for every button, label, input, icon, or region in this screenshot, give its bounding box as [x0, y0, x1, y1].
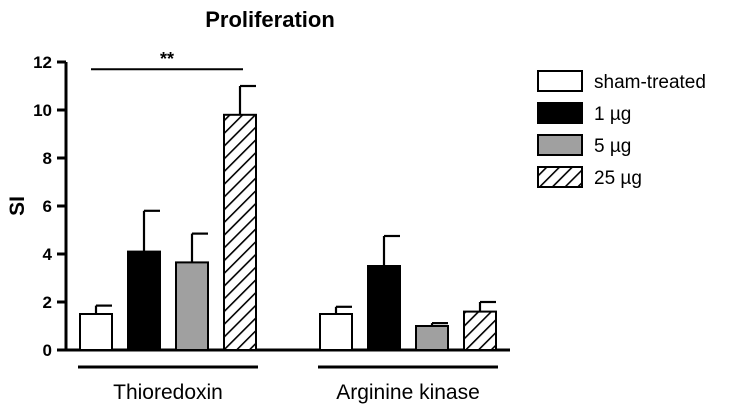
chart-title: Proliferation	[205, 7, 335, 32]
y-tick-label: 8	[43, 149, 52, 168]
legend-swatch	[537, 70, 583, 92]
y-tick-label: 6	[43, 197, 52, 216]
y-axis-label: SI	[6, 196, 29, 216]
significance-label: **	[160, 49, 174, 69]
legend-label: 1 µg	[594, 104, 631, 125]
bar	[223, 113, 257, 351]
category-label: Thioredoxin	[113, 381, 223, 404]
axes: 0 2 4 6 8 10 12 Thioredoxin Arginine kinase	[33, 53, 510, 404]
bar	[79, 313, 113, 351]
y-tick-label: 0	[43, 341, 52, 360]
legend-label: 25 µg	[594, 168, 642, 189]
category-label: Arginine kinase	[336, 381, 480, 404]
y-tick-label: 4	[43, 245, 53, 264]
legend-swatch	[537, 166, 583, 188]
bar	[463, 310, 497, 352]
legend-swatch	[537, 102, 583, 124]
legend: sham-treated 1 µg 5 µg 25 µg	[537, 70, 706, 189]
y-tick-label: 10	[33, 101, 52, 120]
bar	[319, 313, 353, 351]
bar	[367, 265, 401, 351]
legend-swatch	[537, 134, 583, 156]
bar	[415, 325, 449, 351]
legend-label: sham-treated	[594, 72, 706, 93]
y-tick-label: 12	[33, 53, 52, 72]
y-tick-label: 2	[43, 293, 52, 312]
bars	[79, 84, 497, 352]
annotations: **	[91, 49, 243, 71]
bar	[175, 261, 209, 351]
legend-label: 5 µg	[594, 136, 631, 157]
bar	[127, 250, 161, 352]
